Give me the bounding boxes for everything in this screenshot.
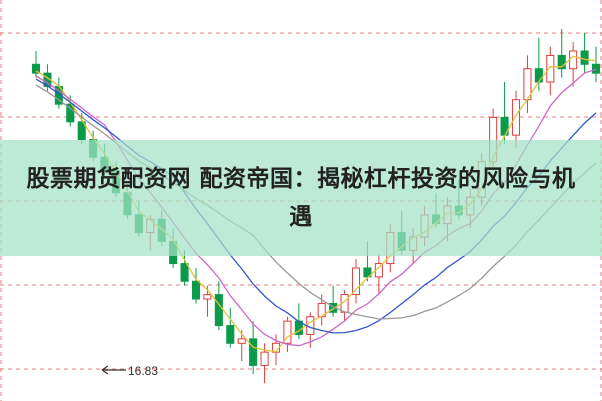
candle-body [511, 99, 521, 136]
candle-body [569, 50, 578, 70]
annotation-label: 16.83 [128, 364, 158, 378]
candle-body [546, 54, 555, 83]
candle-body [283, 320, 292, 344]
overlay-title: 股票期货配资网 配资帝国：揭秘杠杆投资的风险与机遇 [26, 166, 576, 230]
candle-body [180, 263, 189, 282]
candle-body [260, 351, 269, 366]
overlay-banner: 股票期货配资网 配资帝国：揭秘杠杆投资的风险与机遇 [0, 140, 602, 256]
price-annotation: 16.83 [101, 364, 158, 378]
annotation-arrow-icon [101, 365, 126, 375]
candle-body [77, 121, 86, 141]
candle-body [249, 338, 258, 366]
candle-body [237, 338, 246, 344]
candle-body [557, 54, 566, 70]
candle-body [214, 294, 223, 327]
candle-body [591, 63, 601, 74]
candle-body [31, 63, 41, 74]
candle-body [351, 267, 361, 296]
candle-body [226, 325, 235, 344]
candle-body [580, 50, 589, 65]
candle-body [66, 103, 75, 123]
candle-body [534, 68, 543, 83]
candle-body [191, 280, 201, 300]
candle-body [203, 294, 212, 300]
candle-body [363, 267, 372, 278]
